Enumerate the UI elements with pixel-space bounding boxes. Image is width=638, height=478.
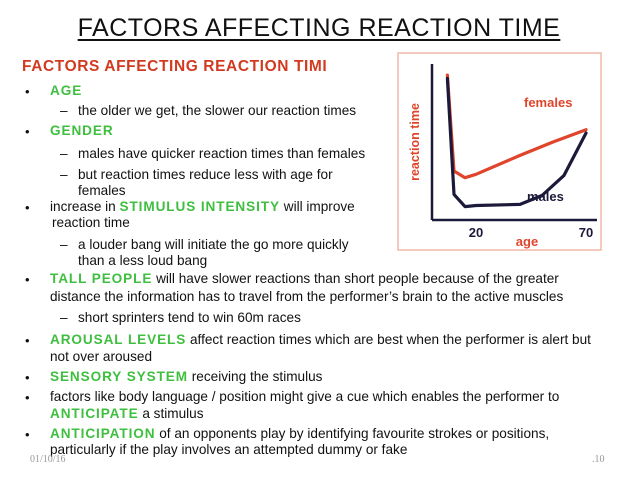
bullet-icon: • <box>25 370 30 385</box>
keyword-tall-people: TALL PEOPLE <box>50 271 153 286</box>
keyword-gender: GENDER <box>50 123 114 138</box>
bullet-icon: • <box>25 124 30 139</box>
list-item-arousal-cont: not over aroused <box>50 349 153 364</box>
keyword-age: AGE <box>50 83 83 98</box>
dash-icon: – <box>60 310 68 325</box>
bullet-icon: • <box>25 84 30 99</box>
text-segment: of an opponents play by identifying favo… <box>155 426 550 441</box>
x-tick-label: 20 <box>469 225 483 240</box>
keyword-anticipation: ANTICIPATION <box>50 426 156 441</box>
text-segment: a stimulus <box>138 406 204 421</box>
list-item-stimulus: increase in STIMULUS INTENSITY will impr… <box>50 199 355 215</box>
series-line-males <box>445 76 588 209</box>
text-segment: receiving the stimulus <box>188 369 323 384</box>
sub-item-gender-2: but reaction times reduce less with age … <box>78 167 333 182</box>
reaction-time-chart: females males 20 70 age reaction time <box>397 52 602 251</box>
dash-icon: – <box>60 167 68 182</box>
text-segment: affect reaction times which are best whe… <box>186 332 591 347</box>
list-item-tall-people-cont: distance the information has to travel f… <box>50 289 564 304</box>
y-axis-title: reaction time <box>408 103 422 181</box>
bullet-icon: • <box>25 333 30 348</box>
sub-item-tall-people: short sprinters tend to win 60m races <box>78 310 301 325</box>
bullet-icon: • <box>25 427 30 442</box>
dash-icon: – <box>60 237 68 252</box>
sub-item-stimulus: a louder bang will initiate the go more … <box>78 237 349 252</box>
dash-icon: – <box>60 103 68 118</box>
series-label-females: females <box>524 95 572 110</box>
bullet-icon: • <box>25 200 30 215</box>
sub-item-gender-1: males have quicker reaction times than f… <box>78 146 366 161</box>
footer-date: 01/10/16 <box>30 454 66 465</box>
bullet-icon: • <box>25 390 30 405</box>
list-item-anticipation-cont: particularly if the play involves an att… <box>50 442 408 457</box>
list-item-age: AGE <box>50 83 82 99</box>
dash-icon: – <box>60 146 68 161</box>
list-item-gender: GENDER <box>50 123 114 139</box>
list-item-sensory: SENSORY SYSTEM receiving the stimulus <box>50 369 322 385</box>
sub-item-age: the older we get, the slower our reactio… <box>78 103 357 118</box>
list-item-factors-cont: ANTICIPATE a stimulus <box>50 406 204 422</box>
keyword-stimulus-intensity: STIMULUS INTENSITY <box>119 199 280 214</box>
page-title: FACTORS AFFECTING REACTION TIME <box>77 14 561 42</box>
keyword-arousal-levels: AROUSAL LEVELS <box>50 332 187 347</box>
list-item-tall-people: TALL PEOPLE will have slower reactions t… <box>50 271 559 287</box>
footer-page-number: .10 <box>592 454 605 465</box>
sub-item-gender-2-cont: females <box>78 183 126 198</box>
x-axis-title: age <box>516 234 538 249</box>
sub-item-stimulus-cont: than a less loud bang <box>78 253 208 268</box>
list-item-factors: factors like body language / position mi… <box>50 389 560 404</box>
list-item-stimulus-cont: reaction time <box>52 215 130 230</box>
text-segment: will have slower reactions than short pe… <box>152 271 559 286</box>
keyword-anticipate: ANTICIPATE <box>50 406 139 421</box>
series-label-males: males <box>527 189 564 204</box>
list-item-anticipation: ANTICIPATION of an opponents play by ide… <box>50 426 549 442</box>
keyword-sensory-system: SENSORY SYSTEM <box>50 369 188 384</box>
bullet-icon: • <box>25 272 30 287</box>
list-item-arousal: AROUSAL LEVELS affect reaction times whi… <box>50 332 591 348</box>
section-heading: FACTORS AFFECTING REACTION TIMI <box>22 58 328 75</box>
text-segment: increase in <box>50 199 120 214</box>
x-tick-label: 70 <box>579 225 593 240</box>
text-segment: will improve <box>279 199 355 214</box>
